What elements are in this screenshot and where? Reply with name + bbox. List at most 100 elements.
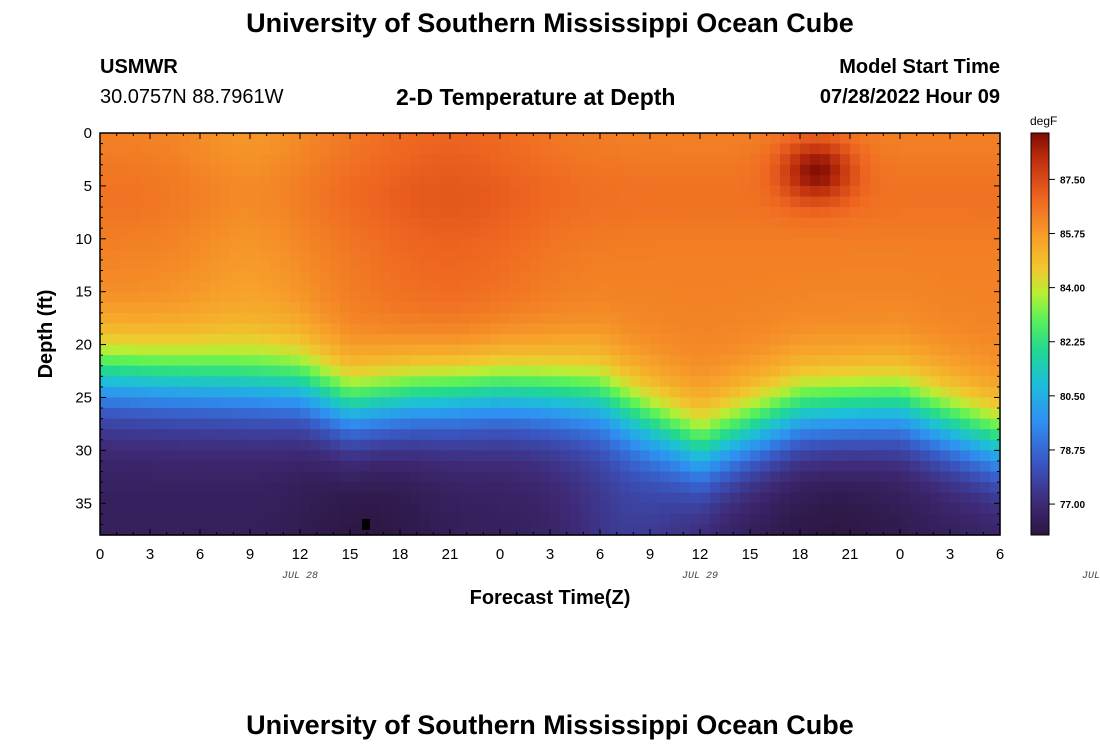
heatmap-cell (470, 312, 481, 325)
heatmap-cell (710, 291, 721, 303)
heatmap-cell (410, 460, 421, 473)
heatmap-cell (310, 471, 321, 483)
heatmap-cell (770, 302, 781, 314)
heatmap-cell (320, 429, 331, 441)
heatmap-cell (960, 513, 971, 526)
heatmap-cell (270, 143, 281, 155)
heatmap-cell (210, 302, 221, 314)
heatmap-cell (780, 323, 791, 335)
heatmap-cell (350, 460, 361, 473)
heatmap-cell (830, 175, 841, 187)
heatmap-cell (800, 238, 811, 250)
heatmap-cell (750, 238, 761, 250)
heatmap-cell (860, 143, 871, 155)
heatmap-cell (520, 217, 531, 229)
heatmap-cell (910, 334, 921, 346)
heatmap-cell (380, 207, 391, 219)
heatmap-cell (190, 133, 201, 145)
heatmap-cell (950, 249, 961, 261)
heatmap-cell (990, 217, 1001, 229)
heatmap-cell (640, 207, 651, 219)
heatmap-cell (770, 196, 781, 208)
heatmap-cell (330, 259, 341, 272)
heatmap-cell (290, 397, 301, 409)
heatmap-cell (430, 439, 441, 451)
heatmap-cell (840, 249, 851, 261)
heatmap-cell (140, 249, 151, 261)
heatmap-cell (120, 312, 131, 325)
heatmap-cell (670, 312, 681, 325)
heatmap-cell (470, 397, 481, 409)
heatmap-cell (710, 376, 721, 388)
heatmap-cell (990, 154, 1001, 166)
heatmap-cell (450, 397, 461, 409)
heatmap-cell (500, 471, 511, 483)
heatmap-cell (420, 164, 431, 176)
heatmap-cell (810, 482, 821, 494)
heatmap-cell (440, 270, 451, 282)
heatmap-cell (970, 334, 981, 346)
heatmap-cell (130, 291, 141, 303)
heatmap-cell (980, 217, 991, 229)
heatmap-cell (600, 397, 611, 409)
heatmap-cell (310, 492, 321, 504)
heatmap-cell (450, 355, 461, 367)
heatmap-cell (850, 228, 861, 240)
heatmap-cell (700, 471, 711, 483)
heatmap-cell (640, 133, 651, 145)
heatmap-cell (400, 355, 411, 367)
heatmap-cell (990, 207, 1001, 219)
heatmap-cell (940, 513, 951, 526)
heatmap-cell (250, 154, 261, 166)
heatmap-cell (250, 450, 261, 462)
heatmap-cell (510, 386, 521, 399)
heatmap-cell (840, 217, 851, 229)
heatmap-cell (270, 291, 281, 303)
heatmap-cell (140, 513, 151, 526)
heatmap-cell (410, 217, 421, 229)
heatmap-cell (860, 492, 871, 504)
heatmap-cell (160, 513, 171, 526)
heatmap-cell (550, 365, 561, 377)
heatmap-cell (890, 471, 901, 483)
heatmap-cell (720, 429, 731, 441)
heatmap-cell (230, 460, 241, 473)
heatmap-cell (970, 386, 981, 399)
heatmap-cell (140, 429, 151, 441)
heatmap-cell (350, 175, 361, 187)
heatmap-cell (700, 302, 711, 314)
heatmap-cell (540, 143, 551, 155)
heatmap-cell (740, 249, 751, 261)
heatmap-cell (430, 344, 441, 356)
heatmap-cell (810, 492, 821, 504)
heatmap-cell (680, 323, 691, 335)
heatmap-cell (990, 355, 1001, 367)
heatmap-cell (190, 365, 201, 377)
heatmap-cell (750, 196, 761, 208)
heatmap-cell (500, 196, 511, 208)
heatmap-cell (530, 291, 541, 303)
heatmap-cell (700, 365, 711, 377)
heatmap-cell (630, 228, 641, 240)
heatmap-cell (380, 143, 391, 155)
heatmap-cell (290, 175, 301, 187)
heatmap-cell (340, 439, 351, 451)
heatmap-cell (900, 503, 911, 515)
heatmap-cell (940, 291, 951, 303)
heatmap-cell (110, 185, 121, 198)
heatmap-cell (490, 143, 501, 155)
heatmap-cell (760, 439, 771, 451)
heatmap-cell (330, 344, 341, 356)
heatmap-cell (120, 133, 131, 145)
heatmap-cell (240, 450, 251, 462)
heatmap-cell (820, 482, 831, 494)
heatmap-cell (220, 238, 231, 250)
heatmap-cell (710, 270, 721, 282)
heatmap-cell (720, 185, 731, 198)
heatmap-cell (690, 217, 701, 229)
heatmap-cell (610, 281, 621, 293)
heatmap-cell (420, 482, 431, 494)
y-tick-label: 20 (75, 337, 92, 354)
heatmap-cell (810, 503, 821, 515)
heatmap-cell (260, 196, 271, 208)
